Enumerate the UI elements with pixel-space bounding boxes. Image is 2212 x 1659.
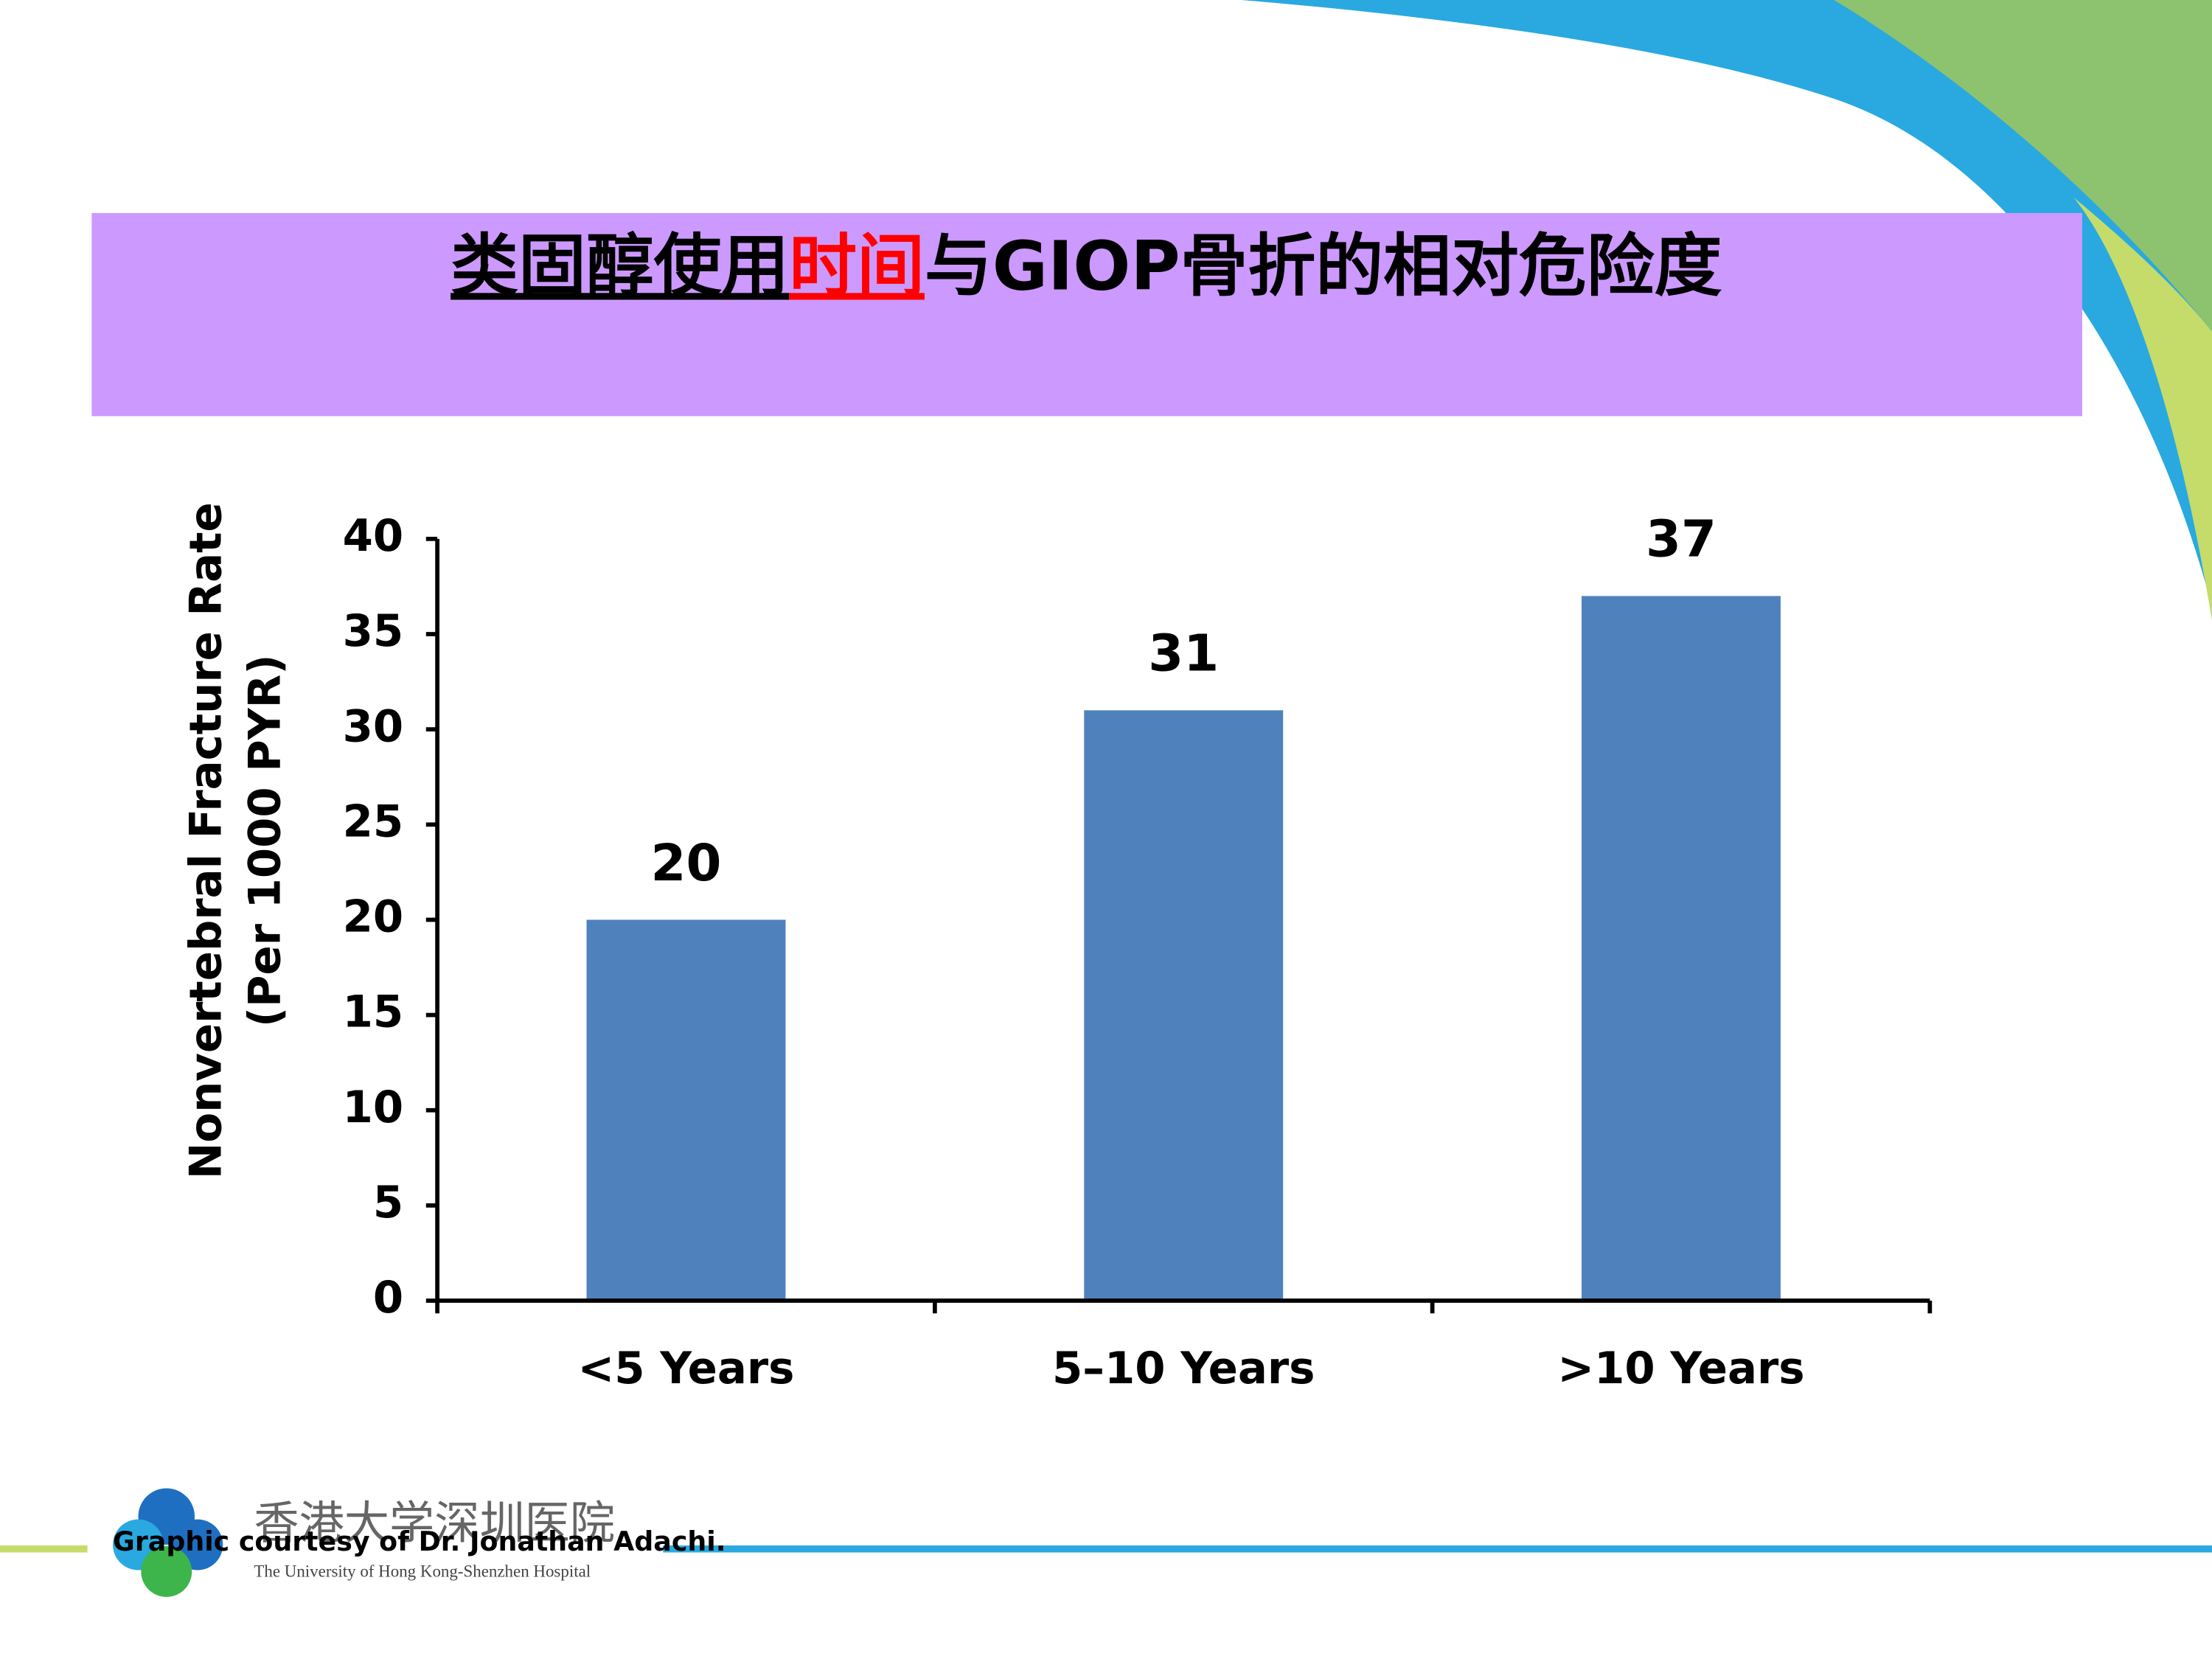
deco-blue [1241, 0, 2212, 607]
title-part: 时间 [789, 227, 925, 306]
deco-green [1834, 0, 2212, 332]
y-tick-label: 0 [373, 1272, 403, 1323]
y-tick-label: 10 [343, 1082, 404, 1133]
y-tick-label: 40 [343, 510, 404, 561]
y-tick-label: 30 [343, 700, 404, 751]
plot: 0 5 10 15 20 25 30 35 40 <5 Years 20 5–10 Years 31 >1… [343, 510, 1933, 1394]
logo-cn: 香港大学深圳医院 [254, 1498, 615, 1550]
x-tick-label: >10 Years [1557, 1343, 1804, 1394]
value-label: 20 [651, 834, 722, 893]
logo-en: The University of Hong Kong-Shenzhen Hos… [254, 1562, 591, 1581]
deco-lime [2073, 197, 2212, 621]
y-tick-label: 15 [343, 987, 404, 1037]
y-tick-label: 20 [343, 891, 404, 942]
bar [1582, 596, 1781, 1301]
title-part: 与GIOP骨折的相对危险度 [925, 227, 1722, 306]
title-part: 类固醇使用 [451, 227, 789, 306]
y-label-line: (Per 1000 PYR) [240, 655, 291, 1028]
bar [586, 919, 786, 1301]
y-axis-label: Nonvertebral Fracture Rate (Per 1000 PYR… [180, 502, 290, 1179]
y-label-line: Nonvertebral Fracture Rate [180, 502, 231, 1179]
y-tick-label: 35 [343, 605, 404, 656]
chart-title: 类固醇使用时间与GIOP骨折的相对危险度 [451, 227, 1722, 306]
x-tick-label: <5 Years [578, 1343, 795, 1394]
value-label: 37 [1646, 510, 1717, 569]
credit: Graphic courtesy of Dr. Jonathan Adachi. [113, 1526, 726, 1557]
value-label: 31 [1148, 625, 1219, 684]
bar [1084, 710, 1284, 1301]
title-band [91, 212, 2082, 417]
y-tick-label: 25 [343, 796, 404, 846]
x-tick-label: 5–10 Years [1052, 1343, 1315, 1394]
logo [113, 1488, 223, 1597]
logo-dot [141, 1545, 192, 1597]
y-tick-label: 5 [373, 1177, 403, 1228]
